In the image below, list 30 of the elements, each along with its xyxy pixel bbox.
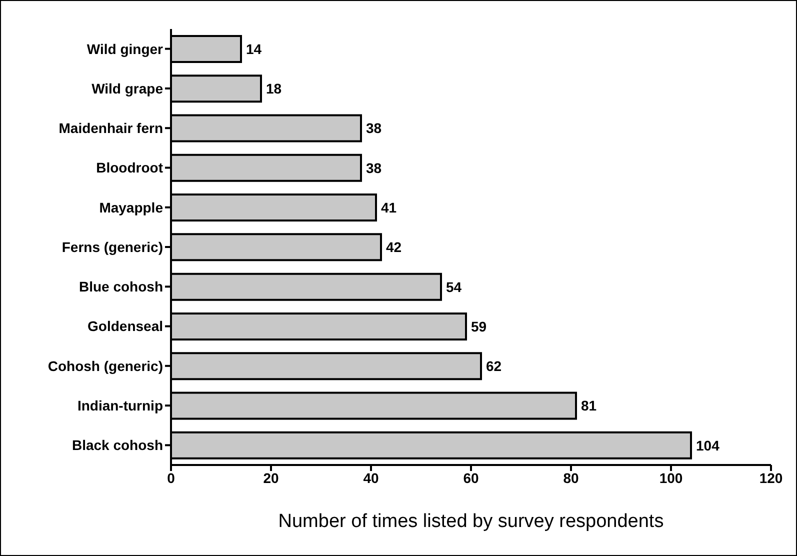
x-tick-label: 40 — [363, 470, 379, 486]
data-label: 62 — [486, 358, 502, 374]
y-tick-label: Cohosh (generic) — [48, 358, 163, 374]
data-label: 38 — [366, 160, 382, 176]
y-tick-label: Black cohosh — [72, 437, 163, 454]
y-tick-label: Wild ginger — [86, 40, 164, 57]
y-tick-label: Mayapple — [99, 199, 164, 216]
data-label: 54 — [446, 278, 462, 295]
y-tick-label: Goldenseal — [88, 318, 163, 334]
x-tick-label: 80 — [563, 470, 579, 486]
y-tick-label: Wild grape — [92, 80, 164, 96]
x-tick-label: 0 — [167, 470, 176, 486]
data-label: 42 — [386, 239, 402, 256]
y-tick-label: Bloodroot — [96, 160, 164, 176]
y-tick-label: Ferns (generic) — [62, 238, 163, 255]
x-tick-label: 60 — [463, 470, 479, 486]
data-label: 14 — [246, 40, 262, 57]
x-axis-title: Number of times listed by survey respondents — [278, 511, 664, 532]
data-label: 41 — [381, 200, 397, 216]
y-tick-label: Blue cohosh — [78, 278, 163, 295]
data-label: 59 — [471, 318, 487, 334]
y-tick-label: Maidenhair fern — [58, 120, 163, 136]
x-tick-label: 20 — [263, 470, 279, 486]
x-tick-label: 100 — [659, 470, 683, 486]
y-tick-label: Indian-turnip — [77, 398, 163, 414]
data-label: 18 — [266, 80, 282, 97]
x-tick-label: 120 — [759, 470, 783, 486]
data-label: 38 — [366, 120, 382, 136]
data-label: 104 — [696, 437, 720, 454]
data-label: 81 — [581, 398, 597, 414]
